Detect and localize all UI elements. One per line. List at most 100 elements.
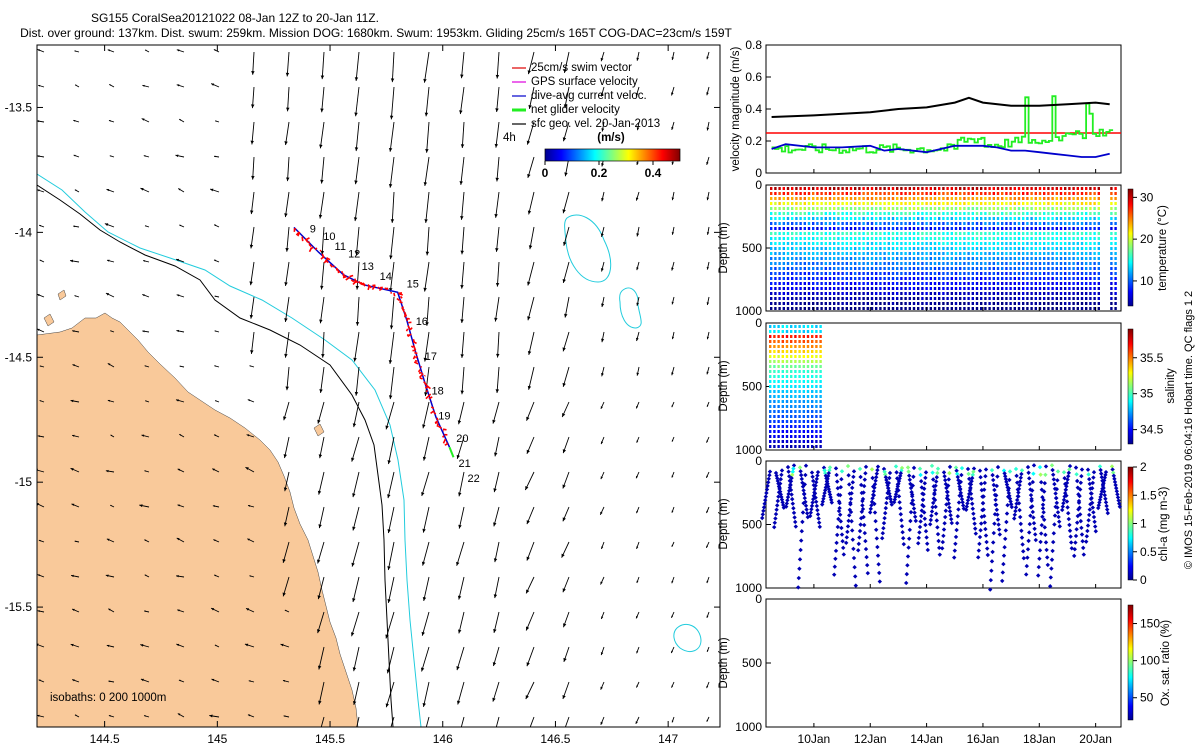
temperature-sample <box>770 227 772 230</box>
colorbar-tick-label: 100 <box>1140 654 1160 668</box>
temperature-sample <box>1009 292 1011 295</box>
temperature-sample <box>1081 207 1083 210</box>
temperature-sample <box>972 262 974 265</box>
temperature-sample <box>942 237 944 240</box>
temperature-sample <box>1035 257 1037 260</box>
temperature-sample <box>1056 197 1058 200</box>
temperature-sample <box>934 267 936 270</box>
salinity-sample <box>790 445 792 448</box>
salinity-sample <box>807 425 809 428</box>
temperature-sample <box>1114 227 1116 230</box>
temperature-sample <box>833 297 835 300</box>
temperature-sample <box>1030 297 1032 300</box>
salinity-sample <box>773 410 775 413</box>
salinity-sample <box>782 365 784 368</box>
temperature-sample <box>1114 307 1116 310</box>
temperature-sample <box>783 232 785 235</box>
temperature-sample <box>1005 197 1007 200</box>
temperature-sample <box>804 242 806 245</box>
temperature-sample <box>1093 292 1095 295</box>
temperature-sample <box>1035 262 1037 265</box>
temperature-sample <box>1110 292 1112 295</box>
temperature-sample <box>925 202 927 205</box>
temperature-sample <box>850 232 852 235</box>
salinity-sample <box>811 420 813 423</box>
temperature-sample <box>888 237 890 240</box>
legend-label: net glider velocity <box>531 104 620 116</box>
temperature-sample <box>867 227 869 230</box>
temperature-sample <box>984 212 986 215</box>
temperature-sample <box>888 192 890 195</box>
temperature-sample <box>1081 202 1083 205</box>
vector-arrow <box>462 297 464 323</box>
swim-vector <box>342 271 343 273</box>
temperature-sample <box>1014 237 1016 240</box>
velocity-tick-label: 0.4 <box>745 102 762 116</box>
temperature-sample <box>812 247 814 250</box>
temperature-sample <box>858 242 860 245</box>
temperature-sample <box>795 302 797 305</box>
temperature-sample <box>854 222 856 225</box>
temperature-sample <box>791 247 793 250</box>
vector-head <box>387 529 390 533</box>
temperature-sample <box>993 197 995 200</box>
temperature-sample <box>930 237 932 240</box>
temperature-sample <box>1077 292 1079 295</box>
temperature-sample <box>993 287 995 290</box>
temperature-sample <box>959 207 961 210</box>
temperature-sample <box>871 247 873 250</box>
temperature-sample <box>1089 187 1091 190</box>
temperature-sample <box>967 292 969 295</box>
temperature-sample <box>1043 297 1045 300</box>
temperature-sample <box>770 237 772 240</box>
temperature-sample <box>1039 302 1041 305</box>
temperature-sample <box>909 257 911 260</box>
salinity-sample <box>807 380 809 383</box>
temperature-sample <box>934 262 936 265</box>
temperature-sample <box>825 252 827 255</box>
temperature-sample <box>997 262 999 265</box>
temperature-sample <box>833 242 835 245</box>
temperature-sample <box>883 282 885 285</box>
temperature-sample <box>825 227 827 230</box>
salinity-sample <box>790 390 792 393</box>
temperature-sample <box>900 287 902 290</box>
vector-arrow <box>353 472 359 497</box>
temperature-sample <box>795 277 797 280</box>
temperature-sample <box>1072 237 1074 240</box>
temperature-sample <box>1009 187 1011 190</box>
vector-head <box>458 420 461 424</box>
temperature-depth-label: Depth (m) <box>718 222 730 273</box>
temperature-sample <box>1110 247 1112 250</box>
temperature-sample <box>1064 262 1066 265</box>
legend-label: 25cm/s swim vector <box>531 62 632 74</box>
vector-head <box>251 176 254 180</box>
temperature-sample <box>930 282 932 285</box>
temperature-sample <box>951 292 953 295</box>
temperature-sample <box>951 242 953 245</box>
temperature-sample <box>850 302 852 305</box>
temperature-sample <box>883 212 885 215</box>
temperature-sample <box>984 287 986 290</box>
salinity-sample <box>794 405 796 408</box>
temperature-sample <box>1035 247 1037 250</box>
temperature-sample <box>1005 282 1007 285</box>
temperature-sample <box>1081 297 1083 300</box>
temperature-sample <box>1005 307 1007 310</box>
temperature-sample <box>1035 307 1037 310</box>
temperature-sample <box>1047 262 1049 265</box>
temperature-sample <box>1089 307 1091 310</box>
temperature-sample <box>871 307 873 310</box>
temperature-sample <box>804 307 806 310</box>
salinity-sample <box>794 445 796 448</box>
temperature-sample <box>1022 212 1024 215</box>
temperature-sample <box>1114 222 1116 225</box>
swim-vector <box>302 237 303 241</box>
temperature-sample <box>1081 292 1083 295</box>
temperature-sample <box>976 237 978 240</box>
temperature-sample <box>875 202 877 205</box>
temperature-sample <box>980 212 982 215</box>
vector-arrow <box>388 437 394 464</box>
temperature-sample <box>1056 242 1058 245</box>
temperature-sample <box>871 192 873 195</box>
